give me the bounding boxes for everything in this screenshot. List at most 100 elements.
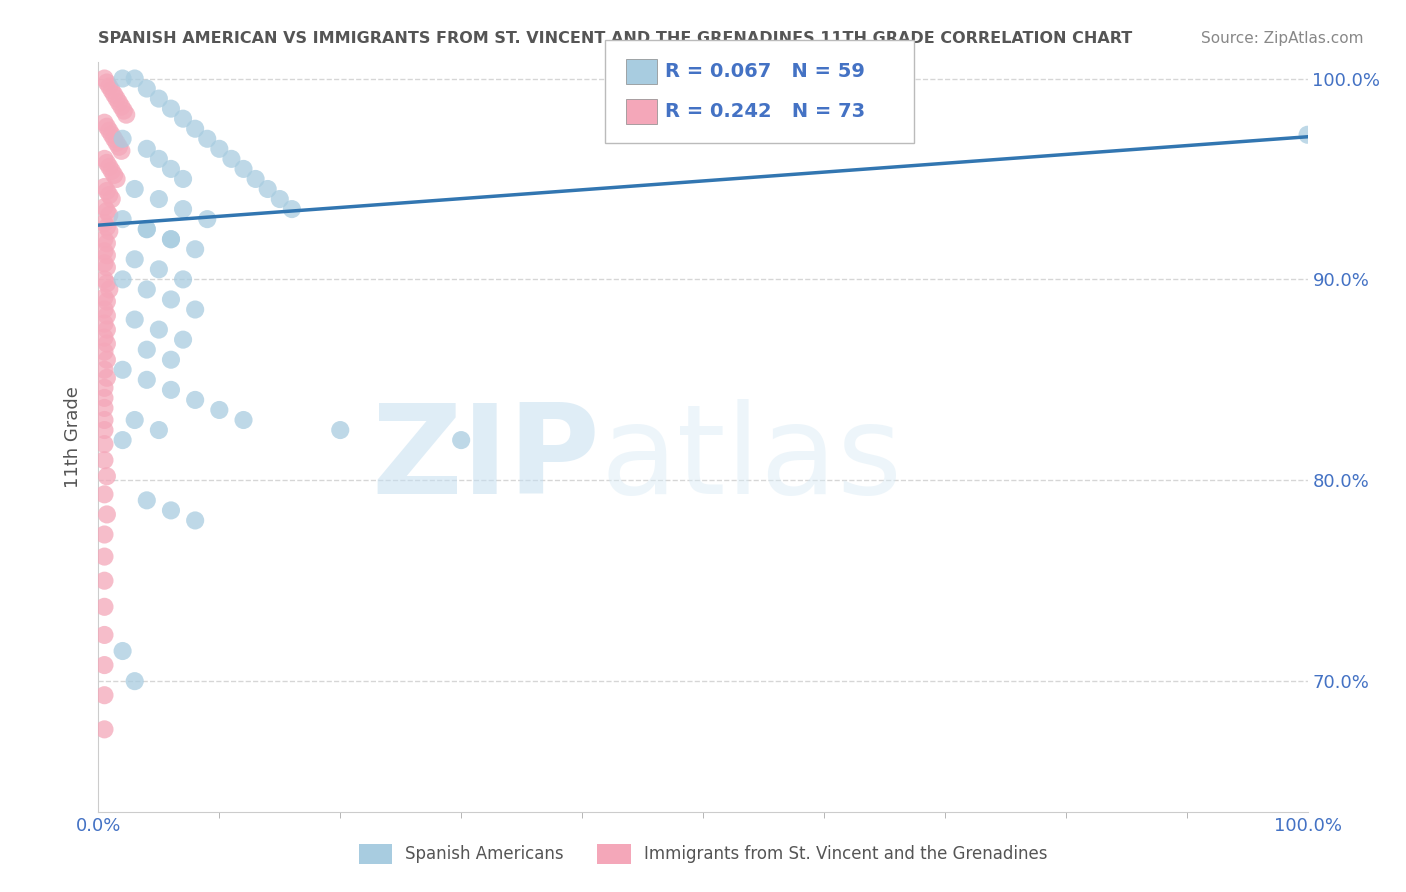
Point <box>124 413 146 427</box>
Point <box>160 383 183 397</box>
Point <box>98 124 121 138</box>
Point <box>208 142 231 156</box>
Point <box>93 527 115 541</box>
Point <box>96 184 118 198</box>
Point <box>111 644 134 658</box>
Point <box>256 182 278 196</box>
Point <box>1296 128 1319 142</box>
Point <box>96 120 118 134</box>
Point <box>100 84 122 98</box>
Point <box>148 323 170 337</box>
Point <box>98 208 121 222</box>
Point <box>112 103 135 118</box>
Point <box>124 182 146 196</box>
Point <box>105 136 128 150</box>
Point <box>96 204 118 219</box>
Point <box>93 437 115 451</box>
Text: Source: ZipAtlas.com: Source: ZipAtlas.com <box>1201 31 1364 46</box>
Point <box>93 549 115 564</box>
Point <box>96 352 118 367</box>
Point <box>124 252 146 267</box>
Point <box>93 453 115 467</box>
Point <box>184 302 207 317</box>
Point <box>96 469 118 483</box>
Y-axis label: 11th Grade: 11th Grade <box>65 386 83 488</box>
Text: ZIP: ZIP <box>371 399 600 520</box>
Point <box>124 312 146 326</box>
Point <box>93 256 115 270</box>
Point <box>98 79 121 94</box>
Point <box>96 294 118 309</box>
Point <box>160 102 183 116</box>
Point <box>93 487 115 501</box>
Point <box>172 112 194 126</box>
Point <box>111 433 134 447</box>
Point <box>184 392 207 407</box>
Point <box>135 343 157 357</box>
Point <box>281 202 304 216</box>
Point <box>232 413 254 427</box>
Point <box>184 242 207 256</box>
Point <box>103 132 125 146</box>
Point <box>148 262 170 277</box>
Point <box>195 212 218 227</box>
Point <box>96 277 118 291</box>
Point <box>93 200 115 214</box>
Point <box>135 222 157 236</box>
Point <box>450 433 472 447</box>
Point <box>93 599 115 614</box>
Point <box>221 152 243 166</box>
Point <box>111 71 134 86</box>
Point <box>93 317 115 331</box>
Point <box>93 628 115 642</box>
Point <box>100 128 122 142</box>
Point <box>103 168 125 182</box>
Point <box>108 140 131 154</box>
Point <box>148 152 170 166</box>
Point <box>93 401 115 415</box>
Point <box>105 92 128 106</box>
Point <box>96 236 118 251</box>
Point <box>115 108 138 122</box>
Point <box>111 132 134 146</box>
Point <box>98 188 121 202</box>
Text: R = 0.067   N = 59: R = 0.067 N = 59 <box>665 62 865 81</box>
Point <box>100 164 122 178</box>
Point <box>96 323 118 337</box>
Point <box>245 172 267 186</box>
Point <box>135 142 157 156</box>
Point <box>93 180 115 194</box>
Point <box>93 232 115 246</box>
Point <box>96 260 118 275</box>
Point <box>93 272 115 286</box>
Point <box>172 202 194 216</box>
Point <box>172 172 194 186</box>
Point <box>184 121 207 136</box>
Point <box>96 336 118 351</box>
Point <box>111 212 134 227</box>
Point <box>160 293 183 307</box>
Point <box>96 156 118 170</box>
Point <box>96 220 118 235</box>
Point <box>108 95 131 110</box>
Point <box>93 152 115 166</box>
Point <box>93 363 115 377</box>
Point <box>100 192 122 206</box>
Point <box>110 100 132 114</box>
Point <box>111 363 134 377</box>
Point <box>96 248 118 262</box>
Point <box>103 87 125 102</box>
Text: R = 0.242   N = 73: R = 0.242 N = 73 <box>665 102 865 120</box>
Point <box>93 216 115 230</box>
Point <box>93 302 115 317</box>
Point <box>93 391 115 405</box>
Point <box>135 81 157 95</box>
Point <box>160 161 183 176</box>
Point <box>208 403 231 417</box>
Point <box>148 92 170 106</box>
Point <box>93 344 115 359</box>
Point <box>135 373 157 387</box>
Point <box>269 192 291 206</box>
Point <box>93 244 115 259</box>
Point <box>93 381 115 395</box>
